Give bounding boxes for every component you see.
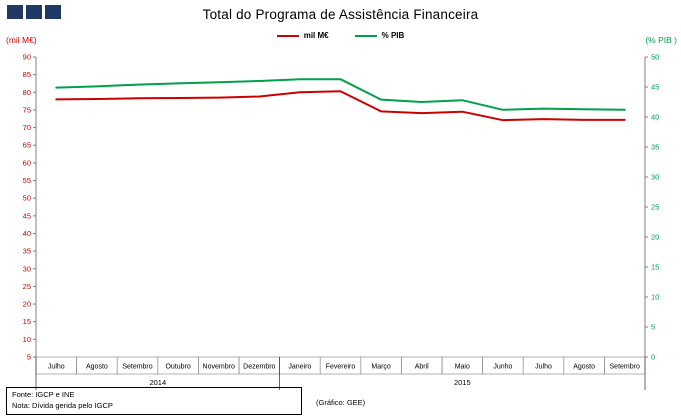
source-note-box: Fonte: IGCP e INE Nota: Dívida gerida pe… (6, 387, 302, 415)
svg-text:Agosto: Agosto (86, 364, 108, 371)
svg-text:Abril: Abril (415, 364, 429, 371)
svg-text:2015: 2015 (454, 378, 471, 387)
svg-text:60: 60 (23, 158, 31, 167)
svg-text:80: 80 (23, 88, 31, 97)
svg-text:90: 90 (23, 53, 31, 62)
svg-text:Agosto: Agosto (573, 364, 595, 371)
svg-text:25: 25 (651, 203, 659, 212)
svg-text:20: 20 (23, 300, 31, 309)
svg-text:45: 45 (23, 211, 31, 220)
left-axis-caption: (mil M€) (6, 35, 37, 45)
svg-text:15: 15 (651, 263, 659, 272)
legend-label-mil-me: mil M€ (303, 31, 329, 40)
logo-square (7, 5, 23, 19)
svg-text:Setembro: Setembro (610, 364, 640, 371)
legend-item-mil-me: mil M€ (276, 31, 329, 40)
svg-text:20: 20 (651, 233, 659, 242)
svg-text:15: 15 (23, 317, 31, 326)
svg-text:Janeiro: Janeiro (288, 364, 311, 371)
svg-text:30: 30 (23, 264, 31, 273)
svg-text:70: 70 (23, 123, 31, 132)
svg-text:50: 50 (651, 53, 659, 62)
svg-text:Novembro: Novembro (203, 364, 235, 371)
credit-text: (Gráfico: GEE) (316, 398, 366, 407)
svg-text:35: 35 (23, 247, 31, 256)
chart-title: Total do Programa de Assistência Finance… (202, 7, 479, 22)
svg-text:5: 5 (651, 323, 655, 332)
svg-text:0: 0 (651, 353, 655, 362)
logo (7, 5, 61, 19)
svg-text:35: 35 (651, 143, 659, 152)
svg-text:50: 50 (23, 194, 31, 203)
svg-text:85: 85 (23, 70, 31, 79)
svg-text:Setembro: Setembro (122, 364, 152, 371)
svg-text:Julho: Julho (535, 364, 552, 371)
svg-text:Outubro: Outubro (165, 364, 190, 371)
svg-text:30: 30 (651, 173, 659, 182)
legend-item-pib: % PIB (354, 31, 405, 40)
svg-text:45: 45 (651, 83, 659, 92)
svg-text:2014: 2014 (149, 378, 166, 387)
svg-text:40: 40 (23, 229, 31, 238)
logo-square (45, 5, 61, 19)
legend-label-pib: % PIB (381, 31, 405, 40)
logo-square (26, 5, 42, 19)
svg-text:65: 65 (23, 141, 31, 150)
right-axis-caption: (% PIB ) (645, 35, 677, 45)
svg-text:75: 75 (23, 105, 31, 114)
svg-text:Dezembro: Dezembro (243, 364, 275, 371)
svg-text:10: 10 (651, 293, 659, 302)
svg-text:5: 5 (27, 353, 31, 362)
svg-text:10: 10 (23, 335, 31, 344)
note-text: Nota: Dívida gerida pelo IGCP (12, 400, 113, 410)
svg-text:55: 55 (23, 176, 31, 185)
svg-text:Julho: Julho (48, 364, 65, 371)
svg-text:Fevereiro: Fevereiro (326, 364, 356, 371)
svg-text:25: 25 (23, 282, 31, 291)
green-line-swatch (354, 34, 377, 37)
svg-text:Março: Março (371, 364, 391, 371)
svg-text:Junho: Junho (493, 364, 512, 371)
source-text: Fonte: IGCP e INE (12, 390, 75, 399)
red-line-swatch (276, 34, 299, 37)
svg-text:40: 40 (651, 113, 659, 122)
chart-legend: mil M€ % PIB (0, 31, 681, 40)
svg-text:Maio: Maio (455, 364, 470, 371)
